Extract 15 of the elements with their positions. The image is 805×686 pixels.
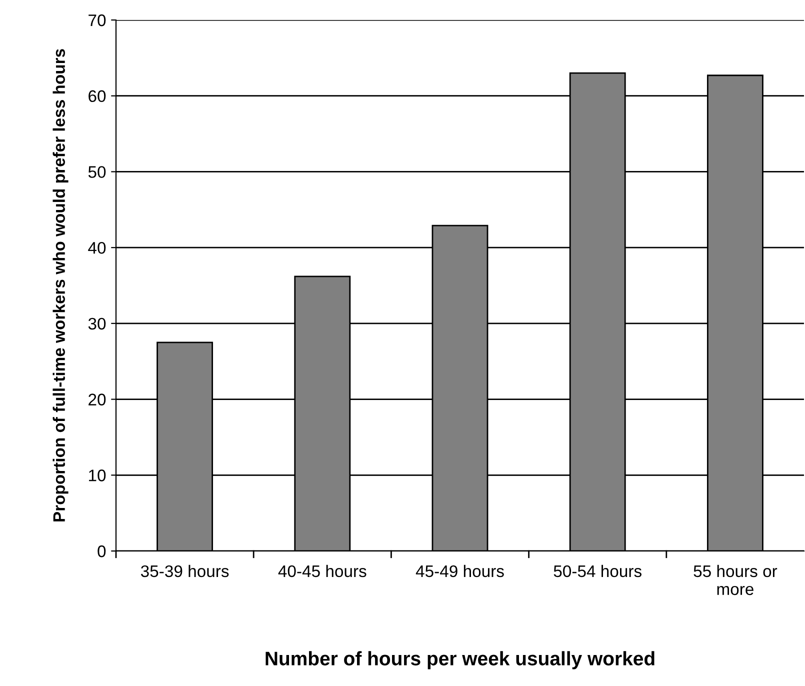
y-tick-label: 70 <box>88 14 106 26</box>
x-tick-label: 55 hours or more <box>694 564 778 596</box>
y-tick-label: 60 <box>88 90 106 102</box>
x-tick-label: 40-45 hours <box>278 564 366 578</box>
y-tick-label: 30 <box>88 318 106 330</box>
y-tick-label: 50 <box>88 166 106 178</box>
y-axis-title: Proportion of full-time workers who would prefer less hours <box>52 49 68 522</box>
y-tick-label: 10 <box>89 470 106 482</box>
y-tick-label: 20 <box>88 394 106 406</box>
x-tick-label: 35-39 hours <box>140 564 229 578</box>
x-axis-title: Number of hours per week usually worked <box>266 651 654 670</box>
x-tick-label: 50-54 hours <box>554 564 642 578</box>
y-tick-label: 0 <box>98 545 106 558</box>
y-tick-label: 40 <box>88 242 106 254</box>
x-tick-label: 45-49 hours <box>416 564 504 578</box>
